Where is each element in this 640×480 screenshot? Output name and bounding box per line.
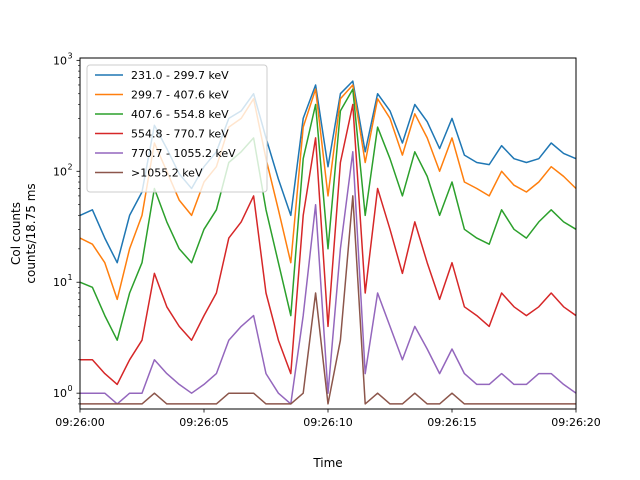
x-tick-label: 09:26:05 <box>179 416 228 429</box>
legend-box <box>86 64 268 193</box>
y-tick-exponent: 2 <box>68 162 73 171</box>
legend-label: >1055.2 keV <box>131 167 203 180</box>
legend-label: 231.0 - 299.7 keV <box>131 69 229 82</box>
x-tick-label: 09:26:00 <box>55 416 104 429</box>
y-tick-exponent: 3 <box>68 51 73 60</box>
legend-label: 554.8 - 770.7 keV <box>131 128 229 141</box>
y-tick-exponent: 1 <box>68 273 73 282</box>
series-line-5 <box>80 195 576 405</box>
series-line-4 <box>80 151 576 405</box>
y-axis-label-line-1: Col counts <box>9 202 23 265</box>
y-tick-exponent: 0 <box>68 384 73 393</box>
series-line-2 <box>80 88 576 341</box>
y-axis-label-line-2: counts/18.75 ms <box>24 183 38 283</box>
y-tick-label: 10 <box>53 276 67 289</box>
legend-label: 770.7 - 1055.2 keV <box>131 147 236 160</box>
legend-label: 299.7 - 407.6 keV <box>131 89 229 102</box>
y-tick-label: 10 <box>53 387 67 400</box>
x-tick-label: 09:26:15 <box>427 416 476 429</box>
y-tick-label: 10 <box>53 165 67 178</box>
y-tick-label: 10 <box>53 54 67 67</box>
x-tick-label: 09:26:20 <box>551 416 600 429</box>
legend-label: 407.6 - 554.8 keV <box>131 108 229 121</box>
x-axis: 09:26:00 09:26:05 09:26:10 09:26:15 09:26:20 <box>55 409 601 429</box>
x-tick-label: 09:26:10 <box>303 416 352 429</box>
series-line-3 <box>80 103 576 386</box>
legend: 231.0 - 299.7 keV 299.7 - 407.6 keV 407.6 … <box>86 64 268 193</box>
x-axis-label: Time <box>312 456 342 470</box>
